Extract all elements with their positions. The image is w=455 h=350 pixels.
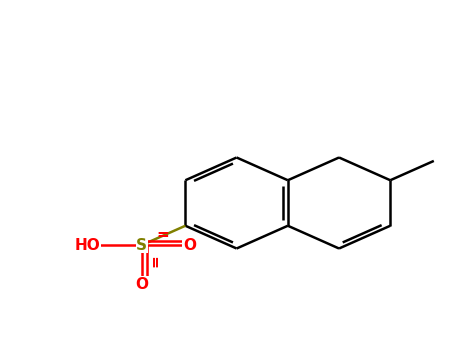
Text: O: O bbox=[183, 238, 196, 253]
Text: S: S bbox=[136, 238, 147, 253]
Text: =: = bbox=[156, 227, 169, 242]
Text: =: = bbox=[147, 255, 162, 267]
Text: HO: HO bbox=[75, 238, 101, 253]
Text: O: O bbox=[135, 277, 148, 292]
